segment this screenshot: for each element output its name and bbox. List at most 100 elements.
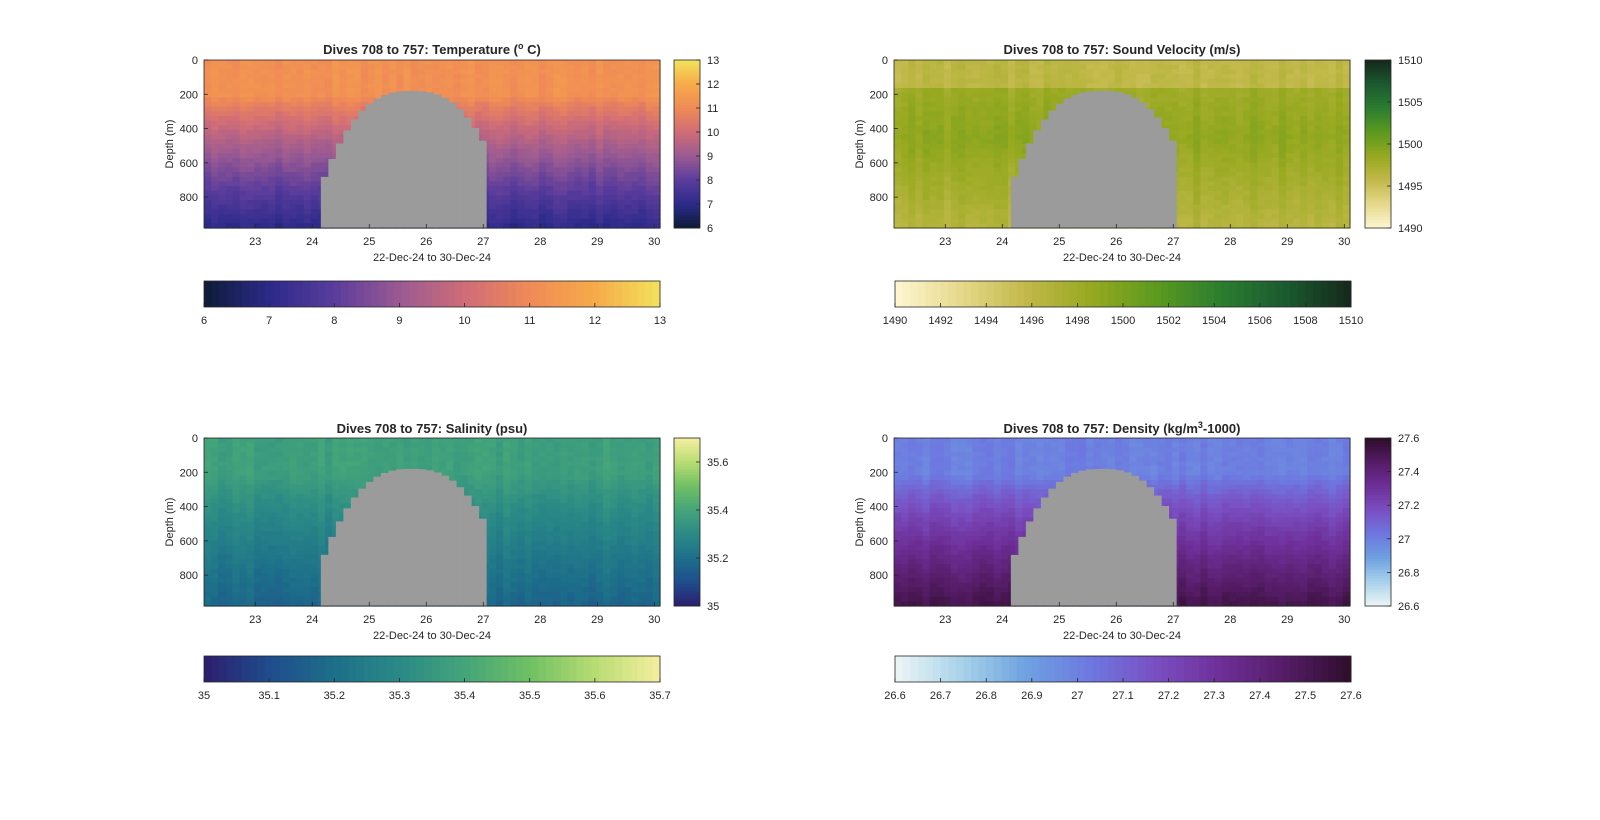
heatmap-cell: [944, 116, 952, 121]
heatmap-cell: [994, 121, 1002, 126]
heatmap-cell: [1250, 130, 1258, 135]
heatmap-cell: [211, 111, 219, 116]
colorbar-tick-label: 9: [396, 315, 402, 327]
heatmap-cell: [923, 74, 931, 79]
heatmap-cell: [1336, 200, 1344, 205]
heatmap-cell: [211, 83, 219, 88]
heatmap-cell: [1343, 186, 1351, 191]
heatmap-cell: [1236, 191, 1244, 196]
heatmap-cell: [589, 107, 597, 112]
no-data-step: [404, 91, 412, 228]
heatmap-cell: [1229, 149, 1237, 154]
heatmap-cell: [1001, 149, 1009, 154]
heatmap-cell: [1343, 79, 1351, 84]
heatmap-cell: [1186, 93, 1194, 98]
heatmap-cell: [596, 93, 604, 98]
heatmap-cell: [290, 130, 298, 135]
heatmap-cell: [496, 153, 504, 158]
heatmap-cell: [247, 130, 255, 135]
heatmap-cell: [994, 214, 1002, 219]
heatmap-cell: [901, 181, 909, 186]
heatmap-cell: [503, 69, 511, 74]
heatmap-cell: [297, 209, 305, 214]
heatmap-cell: [951, 97, 959, 102]
heatmap-cell: [1265, 139, 1273, 144]
heatmap-cell: [632, 186, 640, 191]
heatmap-cell: [1115, 60, 1123, 65]
heatmap-cell: [532, 135, 540, 140]
heatmap-cell: [1229, 135, 1237, 140]
heatmap-cell: [275, 135, 283, 140]
heatmap-cell: [951, 111, 959, 116]
heatmap-cell: [1322, 93, 1330, 98]
heatmap-cell: [937, 121, 945, 126]
heatmap-cell: [233, 209, 241, 214]
heatmap-cell: [1129, 65, 1137, 70]
heatmap-cell: [275, 163, 283, 168]
heatmap-cell: [1257, 200, 1265, 205]
heatmap-cell: [396, 79, 404, 84]
heatmap-cell: [560, 167, 568, 172]
heatmap-cell: [339, 65, 347, 70]
heatmap-cell: [980, 191, 988, 196]
heatmap-cell: [1329, 88, 1337, 93]
heatmap-cell: [254, 195, 262, 200]
heatmap-cell: [980, 177, 988, 182]
heatmap-cell: [1222, 93, 1230, 98]
heatmap-cell: [1008, 69, 1016, 74]
heatmap-cell: [1029, 121, 1037, 126]
heatmap-cell: [1008, 153, 1016, 158]
heatmap-cell: [937, 144, 945, 149]
heatmap-cell: [1186, 139, 1194, 144]
heatmap-cell: [1329, 60, 1337, 65]
heatmap-cell: [1008, 144, 1016, 149]
heatmap-cell: [646, 186, 654, 191]
heatmap-cell: [1065, 69, 1073, 74]
heatmap-cell: [901, 167, 909, 172]
heatmap-cell: [1037, 102, 1045, 107]
heatmap-cell: [261, 167, 269, 172]
heatmap-cell: [1307, 163, 1315, 168]
heatmap-cell: [1208, 181, 1216, 186]
heatmap-cell: [361, 69, 369, 74]
heatmap-cell: [632, 144, 640, 149]
heatmap-cell: [901, 74, 909, 79]
heatmap-cell: [582, 139, 590, 144]
heatmap-cell: [1286, 121, 1294, 126]
heatmap-cell: [589, 83, 597, 88]
heatmap-cell: [1215, 167, 1223, 172]
heatmap-cell: [332, 93, 340, 98]
heatmap-cell: [1222, 209, 1230, 214]
heatmap-cell: [1293, 214, 1301, 219]
heatmap-cell: [261, 107, 269, 112]
heatmap-cell: [1272, 153, 1280, 158]
heatmap-cell: [1193, 107, 1201, 112]
heatmap-cell: [1314, 181, 1322, 186]
colorbar-segment: [447, 281, 455, 307]
x-tick-label: 24: [306, 236, 318, 248]
heatmap-cell: [632, 60, 640, 65]
heatmap-cell: [532, 153, 540, 158]
heatmap-cell: [1293, 153, 1301, 158]
heatmap-cell: [1072, 83, 1080, 88]
heatmap-cell: [589, 88, 597, 93]
heatmap-cell: [930, 195, 938, 200]
heatmap-cell: [901, 102, 909, 107]
heatmap-cell: [254, 74, 262, 79]
heatmap-cell: [275, 191, 283, 196]
heatmap-cell: [268, 65, 276, 70]
heatmap-cell: [532, 149, 540, 154]
heatmap-cell: [1300, 121, 1308, 126]
colorbar-segment: [280, 281, 288, 307]
heatmap-cell: [567, 102, 575, 107]
heatmap-cell: [218, 79, 226, 84]
heatmap-cell: [944, 195, 952, 200]
heatmap-cell: [1229, 139, 1237, 144]
heatmap-cell: [1193, 83, 1201, 88]
heatmap-cell: [901, 149, 909, 154]
heatmap-cell: [1336, 135, 1344, 140]
heatmap-cell: [624, 93, 632, 98]
heatmap-cell: [567, 219, 575, 224]
heatmap-cell: [944, 111, 952, 116]
heatmap-cell: [1222, 65, 1230, 70]
